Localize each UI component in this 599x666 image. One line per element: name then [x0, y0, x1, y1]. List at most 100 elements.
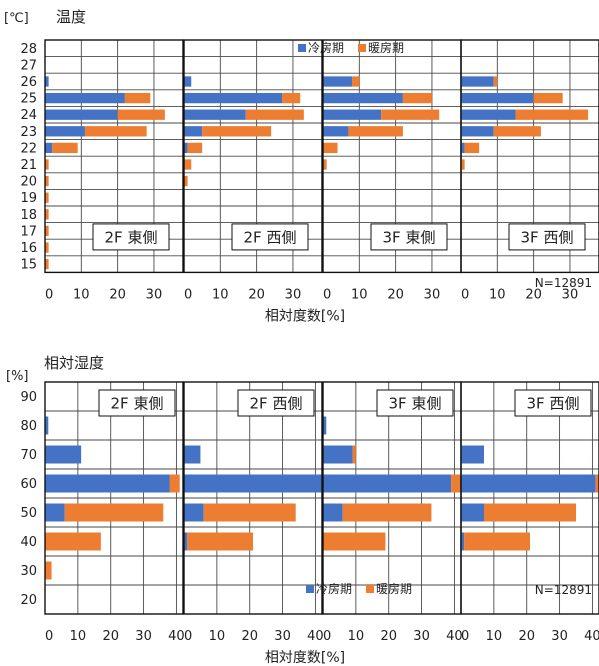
y-tick-label: 27	[20, 58, 37, 73]
panel-label: 2F 東側	[111, 395, 164, 413]
panel-frame	[44, 381, 184, 615]
bar-heating	[184, 159, 192, 170]
panel-frame	[44, 39, 184, 274]
panel-label: 2F 西側	[244, 228, 297, 246]
bar-cooling	[184, 126, 203, 137]
panel-frame	[183, 381, 323, 615]
y-tick-label: 40	[20, 535, 37, 550]
bar-cooling	[45, 76, 49, 87]
legend-swatch-heating	[366, 585, 374, 593]
bar-heating	[484, 503, 576, 522]
x-axis-label: 相対度数[%]	[265, 650, 345, 666]
panel-frame	[183, 39, 323, 274]
bar-cooling	[461, 109, 516, 120]
legend-label-heating: 暖房期	[376, 581, 412, 596]
x-tick-label: 0	[323, 629, 331, 644]
bar-cooling	[45, 126, 85, 137]
bar-cooling	[323, 474, 452, 493]
legend-swatch-heating	[358, 44, 366, 52]
bar-cooling	[323, 109, 382, 120]
bar-cooling	[461, 474, 596, 493]
bar-heating	[117, 109, 165, 120]
bar-heating	[245, 109, 304, 120]
bar-heating	[342, 503, 432, 522]
bar-cooling	[45, 474, 170, 493]
y-tick-label: 25	[20, 92, 37, 107]
bar-heating	[64, 503, 164, 522]
chart-title: 相対湿度	[44, 354, 104, 372]
bar-heating	[84, 126, 147, 137]
x-tick-label: 40	[584, 629, 599, 644]
bar-heating	[45, 532, 101, 551]
bar-heating	[461, 159, 465, 170]
legend-label-cooling: 冷房期	[308, 40, 344, 55]
bar-heating	[124, 92, 151, 104]
y-tick-label: 24	[20, 108, 37, 123]
y-tick-label: 20	[20, 593, 37, 608]
bar-cooling	[461, 445, 484, 464]
y-tick-label: 22	[20, 141, 37, 156]
sample-size-label: N=12891	[535, 583, 592, 597]
bar-cooling	[461, 92, 534, 104]
bar-cooling	[45, 109, 118, 120]
bar-heating	[187, 142, 203, 154]
bar-heating	[323, 159, 327, 170]
legend-label-heating: 暖房期	[368, 40, 404, 55]
y-tick-label: 90	[20, 390, 37, 405]
bar-heating	[45, 175, 49, 187]
x-tick-label: 20	[380, 629, 397, 644]
panel-label: 3F 西側	[527, 395, 580, 413]
x-tick-label: 20	[109, 287, 126, 302]
bar-cooling	[184, 76, 192, 87]
bar-heating	[323, 142, 338, 154]
x-tick-label: 10	[212, 287, 229, 302]
y-tick-label: 16	[20, 241, 37, 256]
bar-cooling	[184, 109, 246, 120]
panel: 0 10 20 30 3F 西側	[460, 39, 599, 302]
x-tick-label: 30	[413, 629, 430, 644]
x-tick-label: 10	[351, 287, 368, 302]
bar-heating	[184, 175, 188, 187]
panel-frame	[460, 39, 599, 274]
x-tick-label: 30	[274, 629, 291, 644]
panel: 0 10 20 30 40 3F 西側	[460, 381, 599, 644]
bar-heating	[493, 126, 541, 137]
bar-cooling	[323, 503, 343, 522]
legend-label-cooling: 冷房期	[316, 581, 352, 596]
bar-cooling	[184, 445, 201, 464]
bar-cooling	[184, 532, 188, 551]
y-tick-label: 26	[20, 75, 37, 90]
x-tick-label: 20	[387, 287, 404, 302]
bar-heating	[45, 561, 52, 580]
bar-heating	[282, 92, 301, 104]
x-tick-label: 10	[73, 287, 90, 302]
bar-cooling	[184, 92, 283, 104]
y-tick-label: 50	[20, 506, 37, 521]
x-tick-label: 10	[209, 629, 226, 644]
y-unit-label: [%]	[6, 369, 29, 384]
y-tick-label: 19	[20, 191, 37, 206]
x-tick-label: 40	[307, 629, 324, 644]
bar-cooling	[461, 532, 465, 551]
panel-label: 3F 東側	[389, 395, 442, 413]
x-tick-label: 20	[102, 629, 119, 644]
x-tick-label: 10	[348, 629, 365, 644]
bar-cooling	[45, 92, 125, 104]
panel: 0 10 20 30 40 2F 東側	[44, 381, 185, 644]
panel-label-box	[370, 223, 448, 251]
panel-label: 3F 西側	[521, 228, 574, 246]
panel-label: 2F 東側	[105, 228, 158, 246]
bar-cooling	[184, 503, 204, 522]
x-tick-label: 30	[562, 287, 579, 302]
x-tick-label: 20	[525, 287, 542, 302]
bar-cooling	[45, 416, 49, 435]
humidity-chart: 相対湿度 [%] 90 80 70 60 50 40 30 20 0 10 20 30 40 2F 東側 0 10…	[6, 354, 599, 666]
legend: 冷房期 暖房期	[306, 581, 412, 596]
legend-swatch-cooling	[306, 585, 314, 593]
x-tick-label: 30	[551, 629, 568, 644]
panel-frame	[460, 381, 599, 615]
x-tick-label: 0	[184, 287, 192, 302]
bar-cooling	[323, 445, 353, 464]
bar-heating	[45, 209, 49, 220]
